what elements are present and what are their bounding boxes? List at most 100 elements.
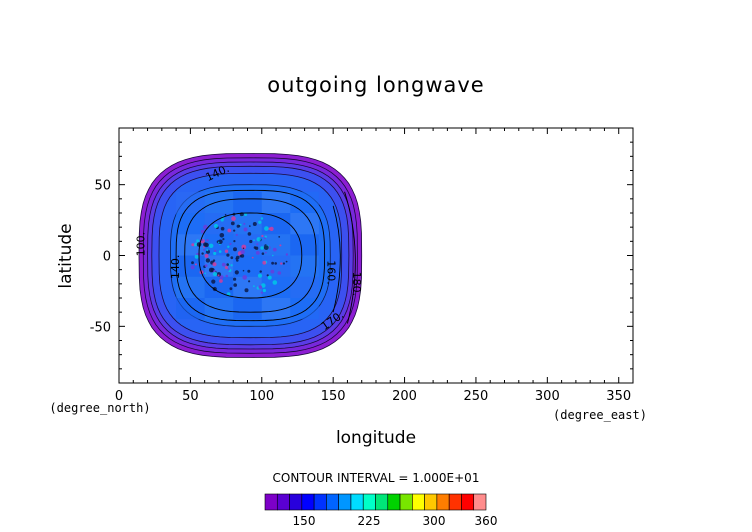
field-speck bbox=[231, 216, 236, 221]
colorbar-swatch bbox=[301, 493, 315, 511]
field-speck bbox=[191, 243, 195, 247]
field-speck bbox=[279, 244, 282, 247]
field-speck bbox=[206, 249, 209, 252]
field-speck bbox=[243, 227, 248, 232]
field-speck bbox=[260, 246, 264, 250]
y-tick-label: 0 bbox=[103, 250, 111, 265]
field-speck bbox=[235, 255, 240, 260]
field-speck bbox=[200, 229, 205, 234]
colorbar-swatch bbox=[338, 493, 352, 511]
field-center-detail bbox=[190, 212, 289, 296]
field-tile bbox=[261, 191, 291, 213]
field-speck bbox=[260, 217, 264, 220]
field-speck bbox=[224, 265, 228, 270]
field-tile bbox=[204, 191, 234, 213]
field-speck bbox=[222, 238, 225, 241]
field-speck bbox=[269, 226, 274, 231]
contour-label: 140. bbox=[169, 255, 182, 280]
field-tile bbox=[176, 298, 205, 320]
field-tile bbox=[176, 255, 205, 277]
field-speck bbox=[219, 279, 223, 283]
field-speck bbox=[261, 234, 264, 238]
colorbar-swatch bbox=[289, 493, 303, 511]
field-speck bbox=[242, 275, 247, 280]
field-speck bbox=[227, 245, 230, 248]
field-speck bbox=[274, 262, 278, 265]
field-speck bbox=[191, 261, 194, 265]
field-speck bbox=[234, 270, 239, 275]
field-speck bbox=[247, 232, 252, 236]
field-speck bbox=[212, 271, 218, 277]
field-speck bbox=[259, 270, 262, 273]
field-speck bbox=[240, 254, 245, 258]
colorbar-swatch bbox=[313, 493, 327, 511]
field-tile bbox=[233, 276, 262, 298]
colorbar-swatch bbox=[461, 493, 475, 511]
colorbar-swatch bbox=[399, 493, 413, 511]
field-tile bbox=[233, 298, 262, 320]
x-tick-label: 200 bbox=[392, 389, 417, 404]
x-axis-title: longitude bbox=[336, 428, 416, 448]
field-speck bbox=[220, 218, 224, 222]
field-speck bbox=[260, 291, 263, 294]
colorbar: 150 225 300 360 bbox=[264, 493, 497, 528]
colorbar-tick-label: 300 bbox=[423, 514, 446, 528]
x-tick-label: 350 bbox=[606, 389, 631, 404]
y-units-label: (degree_north) bbox=[49, 401, 150, 415]
field-speck bbox=[201, 239, 204, 242]
field-speck bbox=[256, 243, 259, 246]
colorbar-swatch bbox=[375, 493, 389, 511]
field-speck bbox=[201, 252, 204, 255]
field-speck bbox=[218, 250, 222, 253]
field-speck bbox=[264, 251, 267, 254]
field-speck bbox=[264, 237, 266, 240]
colorbar-swatch bbox=[276, 493, 290, 511]
field-speck bbox=[233, 229, 236, 232]
field-speck bbox=[285, 253, 289, 256]
field-speck bbox=[194, 263, 197, 266]
contour-lines bbox=[175, 189, 356, 324]
contour-label: 100. bbox=[135, 232, 148, 257]
field-speck bbox=[272, 247, 277, 252]
contour-line bbox=[184, 198, 317, 313]
field-speck bbox=[213, 223, 219, 229]
field-speck bbox=[262, 288, 266, 293]
field-tile bbox=[290, 276, 319, 298]
field-speck bbox=[249, 225, 251, 227]
field-speck bbox=[254, 246, 259, 250]
field-speck bbox=[263, 245, 269, 251]
field-speck bbox=[277, 271, 282, 275]
field-speck bbox=[229, 242, 232, 245]
field-speck bbox=[218, 239, 223, 245]
field-speck bbox=[196, 239, 200, 243]
field-speck bbox=[267, 275, 272, 280]
field-speck bbox=[229, 287, 233, 291]
field-tile bbox=[204, 213, 234, 235]
field-speck bbox=[253, 239, 255, 242]
field-speck bbox=[217, 274, 220, 277]
chart-title: outgoing longwave bbox=[267, 73, 484, 97]
field-tile bbox=[290, 234, 319, 256]
field-tile bbox=[233, 255, 262, 277]
field-tile bbox=[233, 234, 262, 256]
field-tile bbox=[176, 213, 205, 235]
field-speck bbox=[258, 285, 263, 289]
y-tick-label: 50 bbox=[94, 179, 111, 194]
field-speck bbox=[224, 249, 229, 253]
field-tile bbox=[261, 255, 291, 277]
field-speck bbox=[195, 242, 197, 245]
field-speck bbox=[242, 247, 245, 250]
x-tick-label: 100 bbox=[249, 389, 274, 404]
field-speck bbox=[217, 241, 220, 244]
field-speck bbox=[253, 285, 255, 287]
x-tick-label: 300 bbox=[535, 389, 560, 404]
field-tile bbox=[261, 298, 291, 320]
field-tile bbox=[233, 213, 262, 235]
field-speck bbox=[272, 280, 278, 285]
field-speck bbox=[221, 262, 226, 267]
field-speck bbox=[230, 256, 234, 260]
field-speck bbox=[225, 274, 229, 278]
field-speck bbox=[266, 274, 269, 277]
field-speck bbox=[258, 220, 262, 224]
